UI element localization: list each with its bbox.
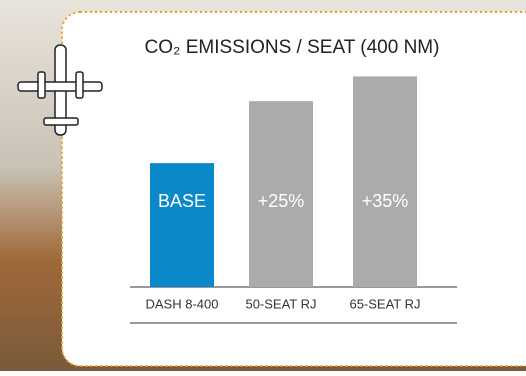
bar (150, 163, 214, 287)
bar-label: +25% (258, 191, 305, 211)
airplane-icon (17, 44, 103, 136)
bar-label: +35% (362, 191, 409, 211)
bar-label: BASE (158, 191, 206, 211)
x-tick-label: DASH 8-400 (146, 296, 219, 311)
bar (353, 76, 417, 287)
chart-title: CO₂ EMISSIONS / SEAT (400 NM) (145, 37, 440, 58)
x-tick-label: 65-SEAT RJ (349, 296, 420, 311)
bar (249, 101, 313, 288)
x-tick-label: 50-SEAT RJ (245, 296, 316, 311)
